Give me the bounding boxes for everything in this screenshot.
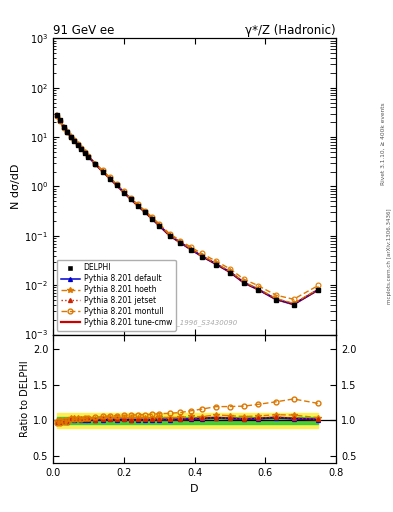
- X-axis label: D: D: [190, 484, 199, 494]
- Text: mcplots.cern.ch [arXiv:1306.3436]: mcplots.cern.ch [arXiv:1306.3436]: [387, 208, 391, 304]
- Text: DELPHI_1996_S3430090: DELPHI_1996_S3430090: [151, 319, 238, 326]
- Text: 91 GeV ee: 91 GeV ee: [53, 24, 114, 37]
- Legend: DELPHI, Pythia 8.201 default, Pythia 8.201 hoeth, Pythia 8.201 jetset, Pythia 8.: DELPHI, Pythia 8.201 default, Pythia 8.2…: [57, 260, 176, 331]
- Y-axis label: Ratio to DELPHI: Ratio to DELPHI: [20, 360, 30, 437]
- Text: Rivet 3.1.10, ≥ 400k events: Rivet 3.1.10, ≥ 400k events: [381, 102, 386, 185]
- Text: γ*/Z (Hadronic): γ*/Z (Hadronic): [245, 24, 336, 37]
- Y-axis label: N dσ/dD: N dσ/dD: [11, 164, 22, 209]
